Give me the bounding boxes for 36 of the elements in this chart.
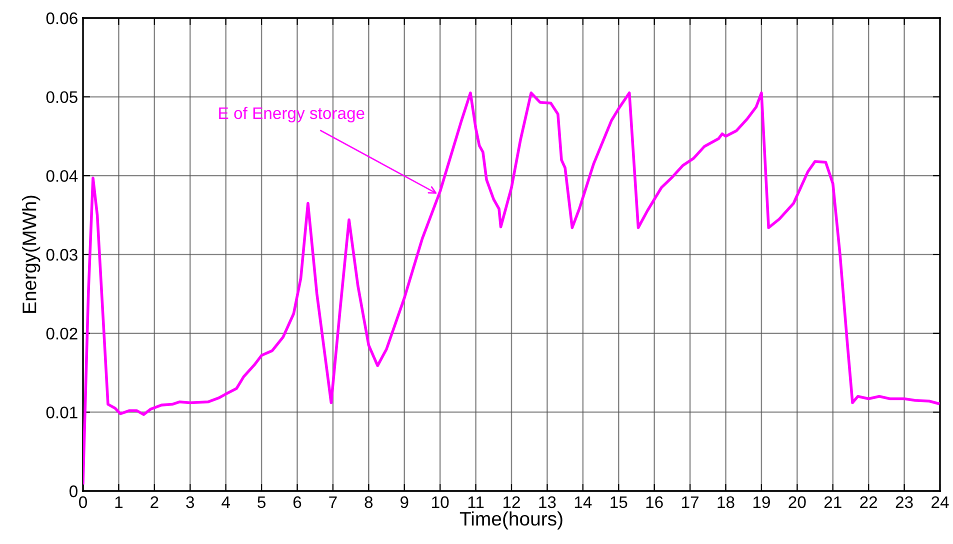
x-tick-label: 18 [718,496,734,508]
x-tick-label: 16 [646,496,663,508]
y-tick-label: 0.02 [46,328,78,340]
x-tick-label: 2 [150,496,158,508]
x-tick-label: 11 [468,496,484,508]
x-tick-label: 0 [79,496,87,508]
annotation: E of Energy storage [219,106,364,122]
y-tick-label: 0.01 [46,406,78,418]
y-tick-label: 0.03 [46,248,78,261]
x-tick-label: 23 [896,496,913,508]
x-tick-label: 1 [115,496,123,508]
x-tick-label: 12 [504,496,520,508]
x-tick-label: 8 [364,496,373,508]
x-tick-label: 10 [432,496,449,508]
y-tick-label: 0.04 [46,170,78,182]
x-tick-label: 15 [610,496,628,508]
x-tick-label: 24 [932,496,949,508]
x-tick-label: 14 [574,496,592,508]
y-axis-title: Energy(MWh) [22,196,40,313]
x-axis-title: Time(hours) [460,511,562,530]
y-tick-label: 0.05 [46,91,78,104]
x-tick-label: 22 [860,496,878,508]
x-tick-label: 6 [293,496,302,508]
x-tick-label: 7 [329,496,337,508]
x-tick-label: 17 [682,496,698,508]
x-tick-label: 4 [222,496,230,508]
line-series [83,92,940,485]
x-tick-label: 3 [186,496,194,508]
x-tick-label: 20 [788,496,806,508]
x-tick-label: 21 [824,496,842,508]
x-tick-label: 5 [258,496,266,508]
x-tick-label: 19 [753,496,770,508]
y-tick-label: 0.06 [46,12,78,24]
y-tick-label: 0 [70,485,78,498]
x-tick-label: 13 [539,496,556,508]
x-tick-label: 9 [400,496,408,508]
